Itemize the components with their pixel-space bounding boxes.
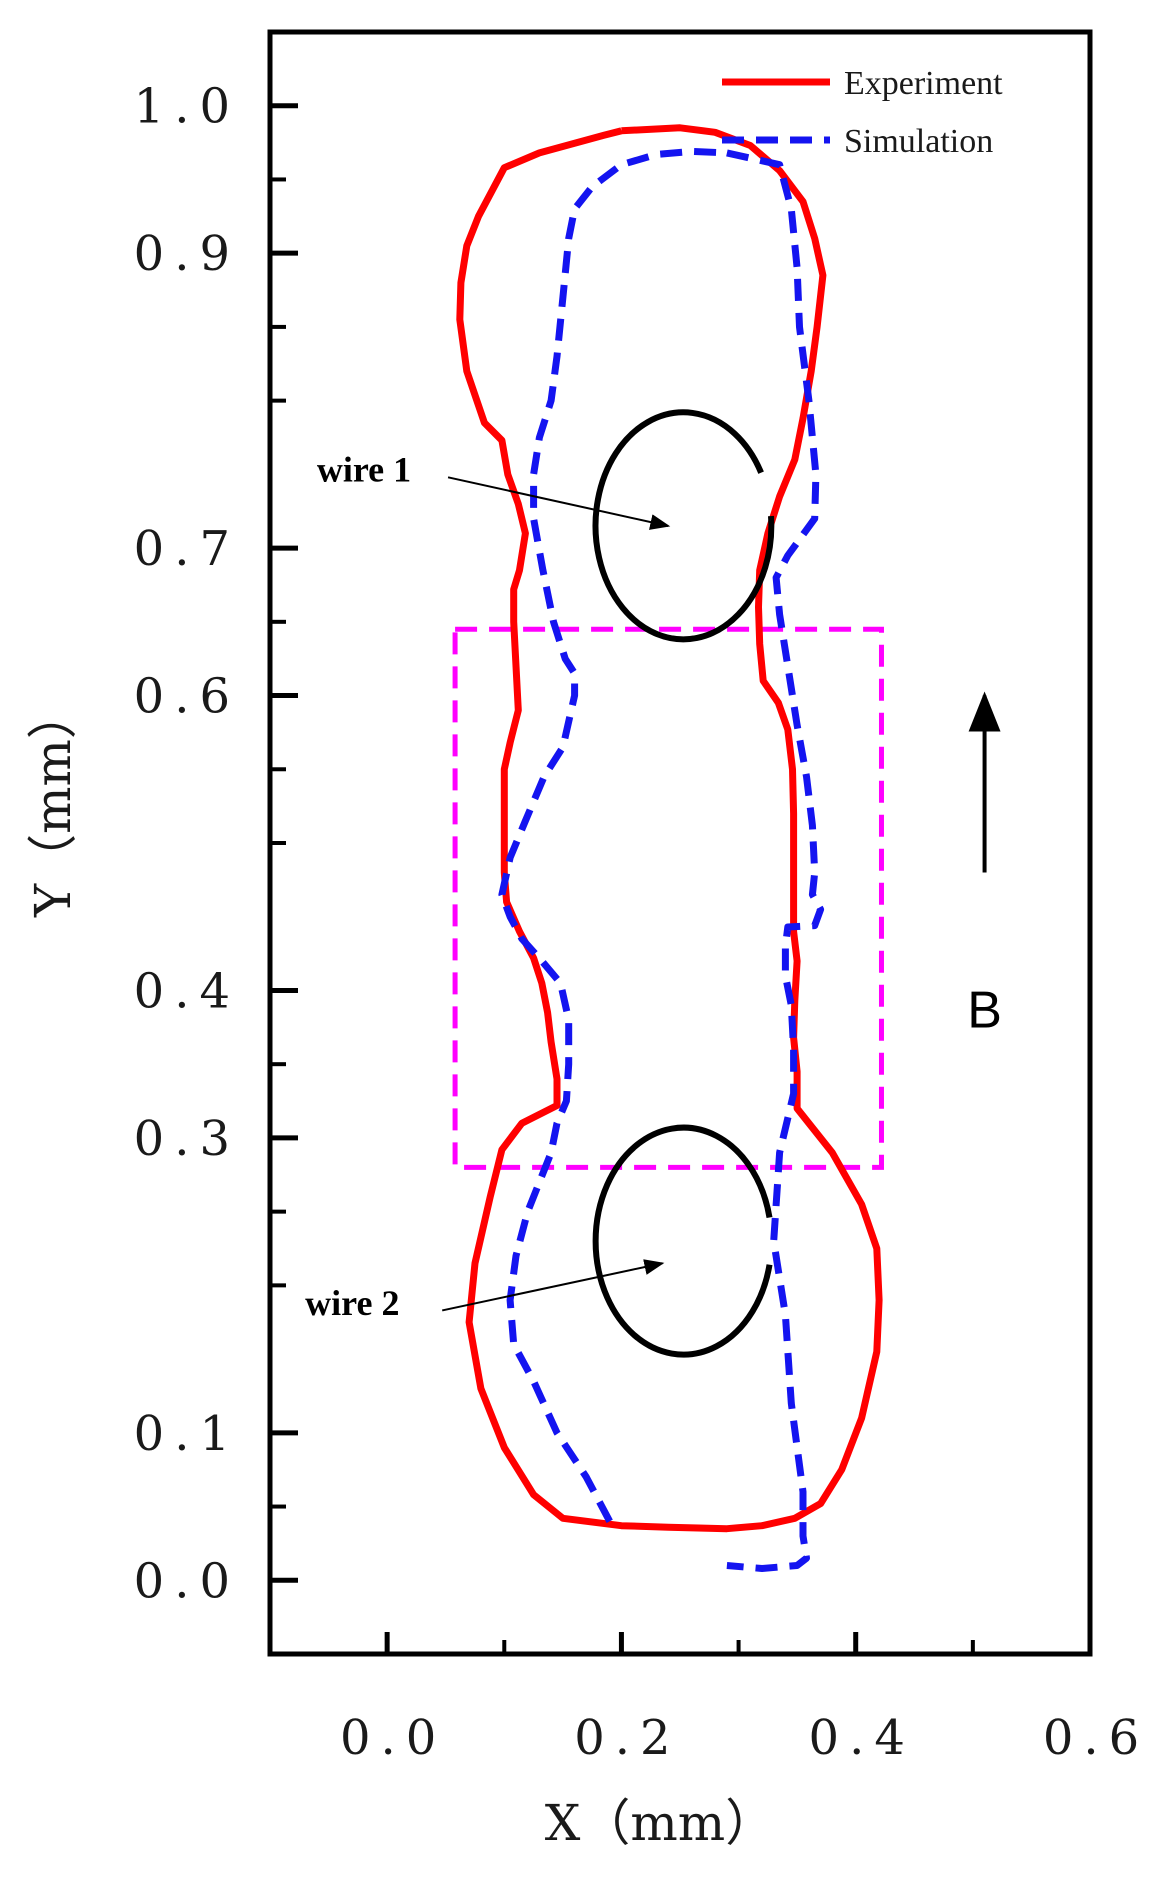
- legend: Experiment Simulation: [722, 65, 1003, 160]
- axes: 0.0 0.2 0.4 0.6 0.0 0.1 0.3 0.4 0.6 0.7 0.9 1.0: [134, 29, 1149, 1766]
- y-tick-label: 1.0: [134, 79, 240, 135]
- wire-2-arrow: [441, 1259, 665, 1312]
- x-tick-label: 0.2: [574, 1710, 680, 1766]
- wire-2-circle: [592, 1124, 773, 1358]
- series-line-experiment: [456, 124, 883, 1533]
- x-axis-title: X（mm）: [545, 1794, 775, 1852]
- x-tick-label: 0.0: [340, 1710, 446, 1766]
- wire-2-label: wire 2: [305, 1283, 399, 1323]
- y-tick-label: 0.1: [134, 1406, 240, 1462]
- wire-1-label: wire 1: [317, 450, 411, 490]
- y-tick-label: 0.9: [134, 226, 240, 282]
- y-tick-label: 0.7: [134, 521, 240, 577]
- y-axis-title: Y（mm）: [24, 689, 82, 918]
- y-tick-label: 0.4: [134, 963, 240, 1019]
- x-tick-label: 0.6: [1043, 1710, 1149, 1766]
- y-tick-label: 0.3: [134, 1111, 240, 1167]
- x-tick-label: 0.4: [809, 1710, 915, 1766]
- wire-1-arrow: [447, 476, 671, 530]
- legend-label-simulation: Simulation: [844, 123, 993, 160]
- series-line-simulation: [498, 147, 825, 1572]
- legend-label-experiment: Experiment: [844, 65, 1003, 102]
- wire-1-circle: [592, 409, 775, 643]
- y-tick-label: 0.6: [134, 669, 240, 725]
- highlight-box: [452, 626, 884, 1170]
- field-label-b: B: [967, 981, 1002, 1039]
- plot-area: wire 1 wire 2 B: [305, 124, 1002, 1572]
- y-tick-label: 0.0: [134, 1553, 240, 1609]
